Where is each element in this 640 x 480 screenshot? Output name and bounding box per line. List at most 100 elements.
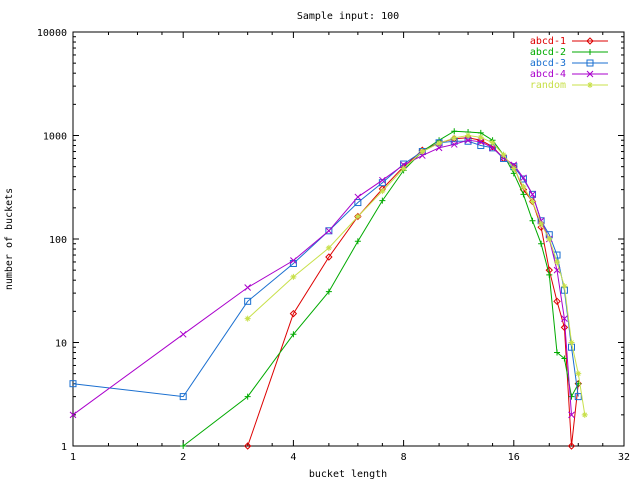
data-point (290, 257, 297, 264)
data-point (290, 273, 297, 280)
data-point (568, 411, 575, 419)
series-abcd-2 (180, 128, 582, 449)
data-point (419, 148, 426, 155)
data-point (554, 258, 561, 265)
series-abcd-1 (243, 134, 582, 450)
y-tick-label: 10000 (37, 28, 67, 39)
data-point (553, 251, 561, 259)
data-point (574, 393, 582, 401)
data-point (180, 443, 187, 449)
data-point (560, 323, 569, 332)
data-point (575, 370, 582, 377)
data-point (354, 213, 361, 220)
data-point (244, 315, 251, 322)
data-point (561, 283, 568, 290)
series-line (247, 137, 579, 447)
data-point (510, 165, 517, 172)
data-point (561, 355, 568, 362)
x-tick-label: 16 (508, 452, 520, 463)
data-point (325, 253, 333, 261)
data-point (179, 330, 187, 338)
x-tick-label: 2 (180, 452, 186, 463)
x-tick-label: 32 (618, 452, 630, 463)
legend-label: abcd-2 (530, 47, 566, 58)
data-point (529, 190, 537, 198)
series-line (247, 134, 586, 415)
data-point (244, 297, 252, 305)
data-point (529, 191, 536, 198)
legend-marker (586, 70, 594, 78)
axis-ticks: 1 2 4 8 16 32 1 10 100 1000 10000 (37, 28, 630, 463)
data-point (465, 132, 472, 139)
data-point (520, 183, 527, 190)
legend-marker (586, 59, 594, 67)
data-point (69, 411, 77, 419)
x-tick-label: 8 (401, 452, 407, 463)
data-point (546, 236, 553, 242)
series-abcd-4 (69, 136, 575, 419)
data-point (379, 188, 386, 195)
data-point (243, 442, 252, 450)
data-point (520, 191, 527, 198)
y-axis-label: number of buckets (4, 188, 15, 290)
data-point (568, 393, 575, 400)
data-point (581, 411, 588, 418)
data-point (477, 138, 485, 146)
y-tick-label: 10 (55, 339, 67, 350)
data-point (568, 339, 575, 346)
series-line (72, 139, 572, 416)
data-point (567, 442, 576, 450)
data-point (561, 315, 568, 323)
data-point (379, 197, 386, 204)
data-point (69, 380, 77, 388)
data-point (489, 139, 496, 146)
chart-title: Sample input: 100 (297, 11, 399, 22)
data-point (354, 193, 362, 201)
data-point (489, 144, 496, 152)
legend-marker (587, 49, 593, 55)
data-point (325, 288, 332, 295)
data-point (451, 128, 458, 135)
data-point (450, 141, 458, 148)
legend-marker (586, 37, 594, 45)
data-point (554, 349, 561, 356)
series-line (72, 140, 579, 398)
series-random (244, 132, 588, 418)
data-point (436, 140, 443, 147)
legend-label: abcd-3 (530, 58, 566, 69)
data-point (538, 240, 545, 247)
data-point (538, 220, 545, 227)
legend-label: abcd-1 (530, 36, 566, 47)
x-axis-label: bucket length (309, 469, 387, 480)
data-point (500, 151, 507, 158)
y-tick-label: 1000 (43, 132, 67, 143)
data-point (529, 198, 536, 205)
data-point (289, 309, 298, 318)
legend-marker (587, 82, 593, 88)
data-point (325, 227, 333, 235)
x-tick-label: 4 (290, 452, 296, 463)
data-point (325, 244, 332, 251)
data-point (290, 331, 297, 338)
data-point (451, 134, 458, 141)
data-point (519, 175, 527, 183)
data-point (244, 284, 252, 291)
data-point (553, 297, 561, 306)
series-layer (69, 128, 588, 450)
plot-frame (72, 31, 625, 447)
x-tick-label: 1 (70, 452, 76, 463)
data-point (354, 199, 362, 207)
legend-label: random (530, 80, 566, 91)
data-point (244, 393, 251, 400)
data-point (546, 271, 553, 278)
data-point (354, 238, 361, 245)
data-point (435, 144, 443, 152)
data-point (464, 136, 472, 144)
legend-label: abcd-4 (530, 69, 566, 80)
data-point (520, 174, 527, 182)
data-point (179, 393, 187, 401)
data-point (379, 176, 386, 184)
data-point (400, 165, 407, 172)
